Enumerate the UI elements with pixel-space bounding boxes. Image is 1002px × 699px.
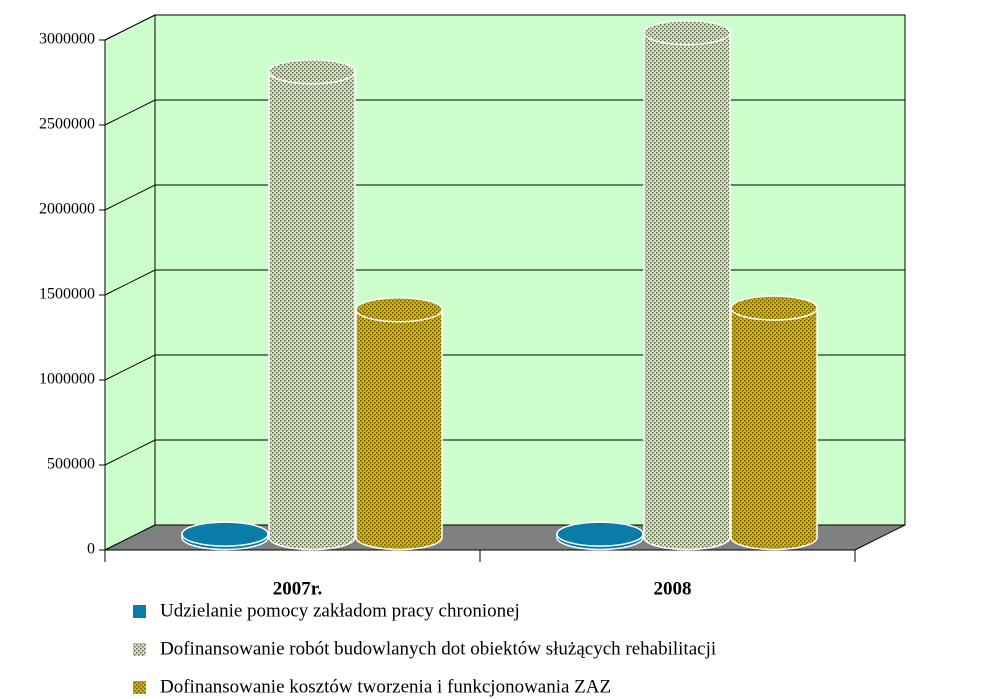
y-tick-label: 1000000 (39, 371, 95, 388)
legend-swatch (133, 643, 146, 656)
cylinder (355, 296, 443, 551)
cylinder (268, 58, 356, 551)
cylinder (556, 521, 644, 551)
grid-line (104, 14, 905, 41)
cylinder-body (355, 308, 443, 551)
cylinder-body (268, 70, 356, 551)
cylinder-top (556, 521, 644, 547)
legend-label: Dofinansowanie kosztów tworzenia i funkc… (160, 676, 611, 697)
x-tick-label: 2008 (654, 578, 692, 599)
cylinder-top (643, 19, 731, 46)
y-tick-label: 1500000 (39, 286, 95, 303)
y-tick-label: 2000000 (39, 201, 95, 218)
cylinder-top (730, 295, 818, 321)
y-tick-label: 2500000 (39, 116, 95, 133)
legend-swatch (133, 681, 146, 694)
y-tick-label: 3000000 (39, 31, 95, 48)
y-tick-label: 500000 (47, 456, 95, 473)
cylinder-top (268, 58, 356, 85)
y-tick-label: 0 (87, 541, 95, 558)
cylinder (643, 19, 731, 551)
x-tick-label: 2007r. (273, 578, 322, 599)
cylinder-body (730, 307, 818, 551)
legend-label: Dofinansowanie robót budowlanych dot obi… (160, 638, 716, 659)
cylinder (730, 295, 818, 551)
cylinder (181, 521, 269, 551)
legend-swatch (133, 605, 146, 618)
cylinder-top (355, 296, 443, 323)
legend-label: Udzielanie pomocy zakładom pracy chronio… (160, 600, 520, 621)
cylinder-top (181, 521, 269, 547)
cylinder-body (643, 31, 731, 551)
